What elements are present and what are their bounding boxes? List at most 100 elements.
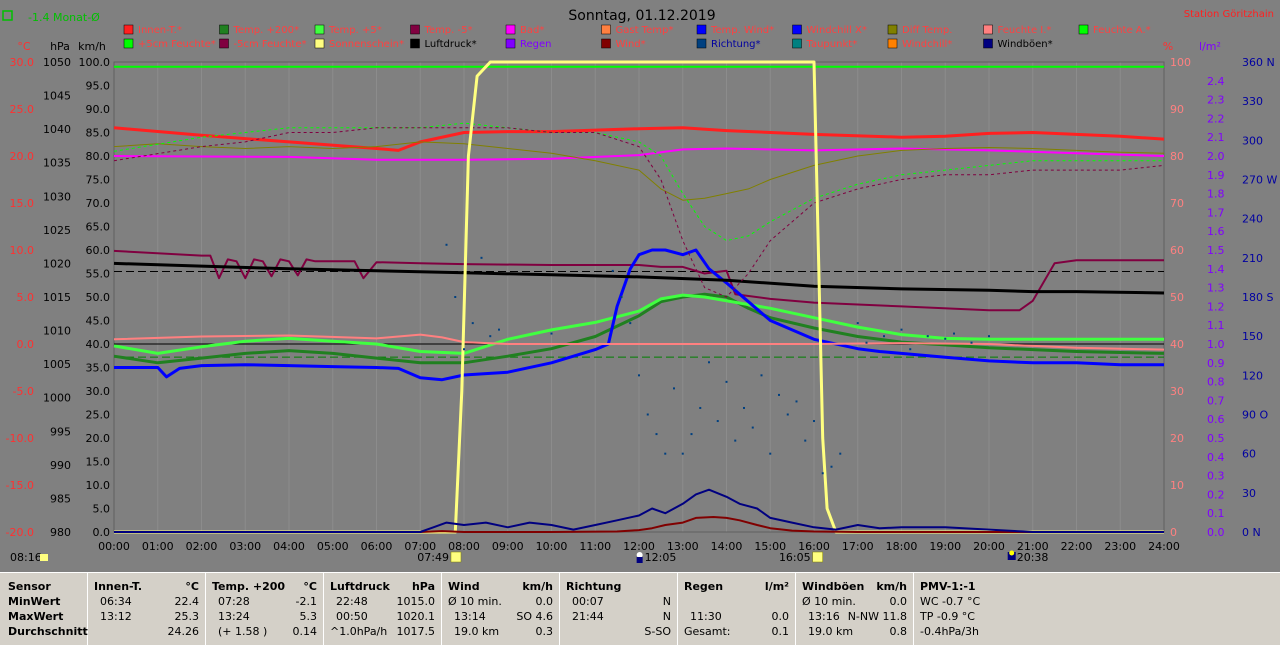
direction-point (681, 452, 684, 455)
stats-boeen-avg-label: Ø 10 min. (802, 595, 856, 608)
x-tick: 24:00 (1148, 540, 1180, 553)
legend-label: Regen (520, 39, 552, 50)
rain-tick: 0.3 (1207, 470, 1225, 483)
rain-tick: 0.9 (1207, 357, 1225, 370)
direction-tick: 90 O (1242, 409, 1268, 422)
rain-tick: 1.0 (1207, 338, 1225, 351)
legend-swatch (983, 24, 993, 35)
moon-glyph-icon (1009, 550, 1015, 556)
direction-point (620, 296, 623, 298)
x-tick: 12:00 (623, 540, 655, 553)
rain-tick: 0.6 (1207, 413, 1225, 426)
direction-point (970, 341, 973, 344)
legend-item-gast-temp: Gast Temp* (601, 24, 674, 36)
stats-richtung-v2: N (662, 610, 671, 623)
direction-point (734, 439, 737, 442)
pressure-tick: 990 (50, 459, 71, 472)
rain-tick: 2.0 (1207, 150, 1225, 163)
stats-col-regen: Regen l/m² 11:30 0.0 Gesamt: 0.1 (678, 573, 796, 645)
direction-point (900, 328, 903, 331)
stats-wind-avg10: 0.0 (535, 595, 554, 608)
series-5cm-feuchte (113, 122, 1164, 242)
x-tick: 23:00 (1104, 540, 1136, 553)
sunrise-marker: 07:49 (417, 551, 462, 564)
pressure-tick: 1040 (43, 123, 71, 136)
weather-chart: -1.4 Monat-Ø Sonntag, 01.12.2019 Station… (2, 8, 1277, 564)
rain-tick: 1.7 (1207, 206, 1225, 219)
legend-item-richtung: Richtung* (696, 38, 761, 50)
wind-tick: 30.0 (86, 385, 111, 398)
stats-temp200-title: Temp. +200 (212, 580, 286, 593)
pressure-tick: 1015 (43, 291, 71, 304)
month-mean-label: -1.4 Monat-Ø (28, 11, 100, 24)
stats-temp200-avg: 0.14 (292, 625, 318, 638)
noon-time-label: 12:05 (645, 551, 677, 564)
stats-richtung-t2: 21:44 (572, 610, 604, 623)
direction-point (646, 413, 649, 416)
wind-tick: 85.0 (86, 127, 111, 140)
stats-row-max: MaxWert (8, 610, 64, 623)
mean-marker-icon (2, 10, 13, 21)
wind-tick: 70.0 (86, 197, 111, 210)
stats-luftdruck-max-time: 00:50 (336, 610, 368, 623)
legend-swatch (123, 38, 134, 49)
pressure-tick: 985 (50, 492, 71, 505)
legend-swatch (410, 38, 420, 49)
page-title: Sonntag, 01.12.2019 (568, 8, 715, 24)
x-tick: 14:00 (711, 540, 743, 553)
stats-boeen-distance: 19.0 km (808, 625, 854, 638)
x-tick: 06:00 (361, 540, 393, 553)
direction-point (725, 380, 728, 383)
legend-label: Sonnenschein* (329, 39, 404, 50)
wind-tick: 80.0 (86, 150, 111, 163)
pressure-tick: 1000 (43, 392, 71, 405)
series-windb-en (114, 488, 1164, 533)
stats-luftdruck-min-time: 22:48 (336, 595, 368, 608)
sun-icon (450, 551, 462, 563)
stats-pmv-wc: WC -0.7 °C (920, 595, 981, 608)
sunrise-left-label: 08:16 (10, 551, 42, 564)
temp-tick: 10.0 (10, 244, 35, 257)
moon-marker: 20:38 (1007, 550, 1048, 564)
pressure-tick: 980 (50, 526, 71, 539)
legend-label: Windböen* (998, 39, 1053, 50)
rain-tick: 0.0 (1207, 526, 1225, 539)
direction-tick: 150 (1242, 330, 1263, 343)
legend-swatch (1078, 24, 1089, 35)
series-temp-5 (113, 249, 1164, 312)
direction-point (988, 335, 990, 338)
stats-pmv-tp: TP -0.9 °C (920, 610, 975, 623)
legend-swatch (887, 24, 898, 35)
stats-wind-max-time: 13:14 (454, 610, 486, 623)
stats-innen-max: 25.3 (174, 610, 200, 623)
series-temp-wind (114, 248, 1164, 382)
legend-swatch (505, 24, 516, 35)
legend-label: Gast Temp* (616, 25, 674, 36)
legend-label: Temp. +200* (233, 25, 299, 36)
legend-swatch (410, 24, 420, 35)
direction-point (944, 337, 947, 340)
stats-wind-avg: 0.3 (535, 625, 554, 638)
stats-wind-max: SO 4.6 (516, 610, 553, 623)
rain-tick: 2.2 (1207, 112, 1225, 125)
rain-tick: 0.8 (1207, 376, 1225, 389)
direction-point (550, 332, 553, 335)
x-tick: 18:00 (886, 540, 918, 553)
stats-innen-max-time: 13:12 (100, 610, 132, 623)
legend-item-feuchte-i: Feuchte I.* (983, 24, 1051, 36)
series-diff-temp (113, 141, 1165, 201)
wind-axis-unit: km/h (78, 40, 106, 53)
direction-point (786, 413, 789, 416)
x-tick: 03:00 (229, 540, 261, 553)
rain-tick: 1.8 (1207, 188, 1225, 201)
wind-tick: 5.0 (93, 503, 111, 516)
temp-tick: 25.0 (10, 103, 35, 116)
direction-point (454, 296, 457, 298)
direction-point (480, 256, 483, 259)
stats-pmv-title: PMV-1:-1 (920, 580, 976, 593)
direction-tick: 360 N (1242, 56, 1275, 69)
rain-tick: 0.7 (1207, 394, 1225, 407)
stats-luftdruck-unit: hPa (411, 580, 435, 593)
stats-temp200-min-time: 07:28 (218, 595, 250, 608)
